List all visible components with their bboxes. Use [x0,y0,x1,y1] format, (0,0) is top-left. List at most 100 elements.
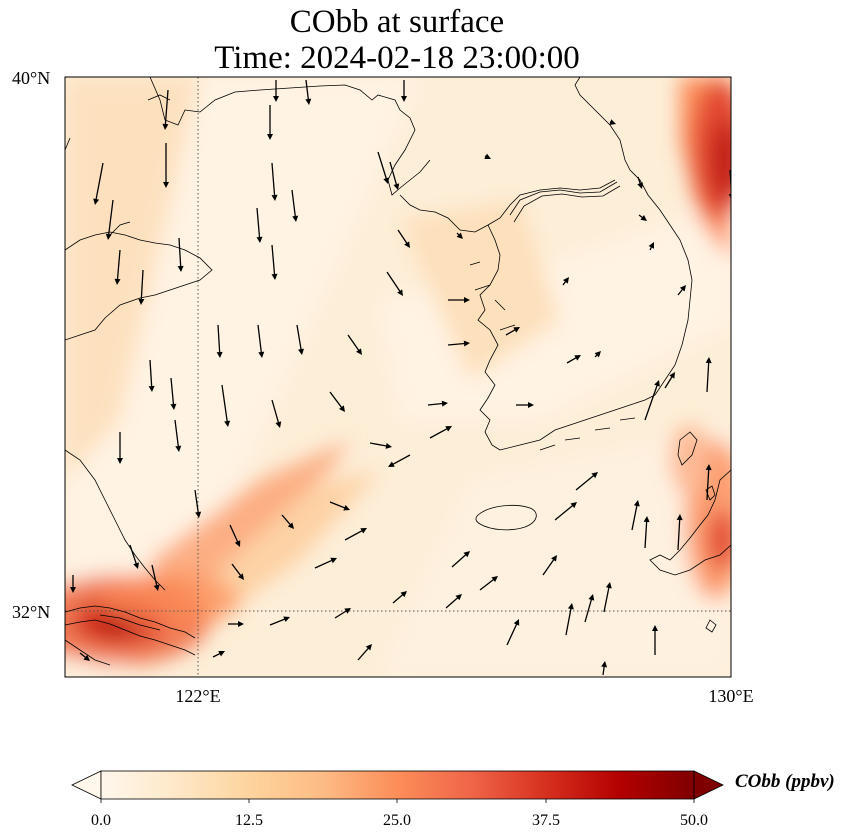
wind-arrow-head [292,215,299,222]
wind-arrow-head [83,654,90,661]
wind-arrow-shaft [603,585,610,613]
wind-arrow-shaft [677,517,681,551]
wind-arrow-head [445,426,452,432]
wind-arrow-head [105,233,112,240]
wind-arrow-head [637,182,643,189]
colorbar-label: CObb (ppbv) [735,771,835,792]
wind-arrow-head [588,594,595,601]
wind-arrow-head [162,123,169,130]
wind-arrow-shaft [427,402,445,406]
wind-arrow-head [513,327,520,333]
wind-arrow-head [591,472,598,479]
wind-arrow-head [195,511,202,518]
map-title: CObb at surface [289,4,505,40]
wind-arrow-shaft [174,419,180,449]
wind-arrow-shaft [479,577,496,591]
wind-arrow-head [153,584,160,591]
wind-arrow-shaft [429,427,449,439]
wind-arrow-head [93,198,100,205]
wind-arrow-head [256,236,263,243]
wind-arrow-head [216,351,223,358]
wind-arrow-head [305,98,312,105]
wind-arrow-head [275,421,282,428]
wind-arrow-head [287,522,294,529]
colorbar-tick: 50.0 [680,812,708,829]
wind-arrow-head [383,177,390,184]
wind-arrow-shaft [566,356,578,364]
colorbar-extend-max [693,770,724,800]
wind-arrow-head [397,289,403,296]
wind-arrow-head [455,594,462,601]
wind-arrow-shaft [575,474,596,491]
wind-arrow-head [117,458,123,464]
wind-arrow-head [609,119,616,125]
wind-arrow-head [513,619,520,626]
wind-arrow-shaft [221,384,229,424]
wind-arrow-head [271,194,278,201]
wind-arrow-head [574,355,581,361]
wind-arrow-head [400,591,407,598]
wind-arrow-head [669,372,675,379]
wind-arrow-head [238,573,244,580]
wind-arrow-head [234,540,241,547]
wind-arrow-head [148,385,155,392]
wind-arrow-head [283,616,290,623]
wind-arrow-shaft [505,328,517,336]
wind-arrow-head [528,402,534,408]
lon-label-130e: 130°E [708,686,753,706]
wind-arrow-head [401,96,407,102]
wind-arrow-head [175,445,182,452]
wind-arrow-shaft [584,597,593,623]
wind-arrow-shaft [445,596,460,609]
wind-arrow-shaft [194,489,200,515]
wind-arrow-shaft [334,609,348,619]
wind-arrow-shaft [644,519,648,549]
wind-arrow-head [464,297,470,303]
wind-arrow-head [551,555,557,562]
wind-arrow-shaft [391,454,411,466]
wind-arrow-head [177,265,184,272]
wind-arrow-head [339,405,345,412]
colorbar-tick: 25.0 [383,812,411,829]
wind-arrow-head [133,562,139,569]
wind-arrow-head [404,241,410,248]
wind-vectors [70,79,731,676]
wind-arrow-shaft [644,383,659,421]
wind-arrow-head [484,153,491,159]
wind-arrow-shaft [451,553,468,568]
wind-arrow-head [456,232,463,239]
wind-arrow-head [344,608,351,614]
wind-arrow-head [360,528,367,534]
cobb-field [65,77,731,677]
wind-arrow-head [463,551,470,558]
colorbar-ramp [100,770,695,800]
wind-arrow-head [170,403,177,410]
wind-arrow-shaft [296,324,302,352]
wind-arrow-shaft [357,646,370,661]
wind-arrow-shaft [271,244,276,277]
wind-arrow-shaft [281,514,292,527]
wind-arrow-head [356,348,362,355]
wind-arrow-shaft [229,524,239,544]
wind-arrow-head [385,442,392,449]
wind-arrow-shaft [271,162,276,198]
coastlines [65,77,731,666]
wind-arrow-shaft [506,622,518,646]
wind-arrow-head [643,516,650,523]
lon-label-122e: 122°E [175,686,220,706]
wind-arrow-head [388,461,395,467]
wind-arrow-head [633,500,640,507]
wind-arrow-head [258,351,265,358]
wind-arrow-shaft [706,360,710,393]
wind-arrow-head [601,661,608,668]
lat-label-40n: 40°N [12,68,50,88]
wind-arrow-head [114,278,121,285]
gridlines [65,77,731,677]
wind-arrow-head [679,285,686,292]
wind-arrow-head [563,277,569,284]
wind-arrow-shaft [107,199,114,237]
wind-arrow-head [648,242,654,249]
wind-arrow-head [605,582,612,589]
wind-arrow-shaft [257,324,263,355]
